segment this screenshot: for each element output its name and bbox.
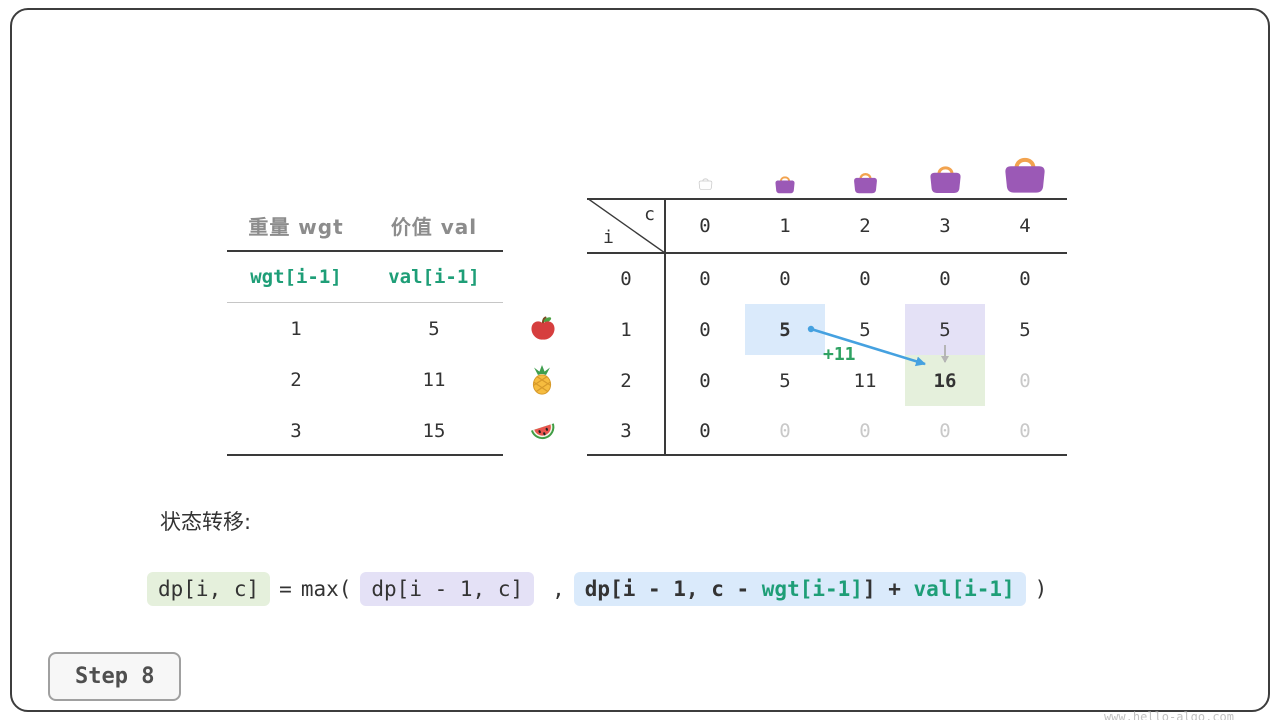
bag-capacity-1-icon	[774, 176, 796, 194]
items-formula-val: val[i-1]	[388, 266, 480, 288]
dp-cell: 0	[859, 420, 871, 442]
dp-cell: 0	[779, 420, 791, 442]
item-value: 15	[422, 419, 446, 442]
dp-cell-source: 5	[745, 304, 825, 355]
col-variable-label: c	[644, 204, 655, 225]
row-variable-label: i	[603, 227, 614, 248]
dp-top-rule	[587, 198, 1067, 200]
item-weight: 1	[290, 317, 302, 340]
take-val-term: val[i-1]	[913, 577, 1015, 601]
dp-cell: 0	[699, 420, 711, 442]
items-col-header-value: 价值 val	[390, 214, 478, 239]
dp-cell: 0	[859, 267, 871, 290]
item-value: 11	[422, 368, 446, 391]
dp-cell-keep: 5	[905, 304, 985, 355]
dp-cell-current: 16	[905, 355, 985, 406]
dp-col-header: 1	[779, 214, 791, 237]
dp-row-header: 2	[620, 369, 632, 392]
dp-cell: 0	[1019, 420, 1031, 442]
formula-option-take: dp[i - 1, c - wgt[i-1]] + val[i-1]	[573, 572, 1026, 606]
plus-value-annotation: +11	[823, 344, 856, 365]
formula-close-paren: )	[1034, 577, 1048, 601]
items-header-rule	[227, 250, 503, 252]
dp-corner-cell: c i	[587, 198, 665, 253]
formula-equals: =	[279, 577, 292, 601]
bag-capacity-0-icon	[697, 178, 713, 190]
items-formula-rule	[227, 302, 503, 303]
dp-cell: 5	[1019, 318, 1031, 341]
dp-cell: 0	[939, 267, 951, 290]
apple-icon	[529, 315, 557, 347]
bag-capacity-2-icon	[852, 173, 878, 194]
formula-option-keep: dp[i - 1, c]	[360, 572, 535, 606]
item-weight: 3	[290, 419, 302, 442]
formula-lhs: dp[i, c]	[147, 572, 271, 606]
bag-capacity-4-icon	[1003, 157, 1047, 194]
capacity-bags-row	[587, 128, 1067, 196]
items-table: 重量 wgt 价值 val wgt[i-1] val[i-1] 1 5 2 11…	[227, 199, 503, 457]
take-part-2: ] +	[862, 577, 914, 601]
dp-cell: 0	[939, 420, 951, 442]
dp-cell: 0	[699, 369, 711, 392]
bag-capacity-3-icon	[928, 166, 962, 194]
watermark: www.hello-algo.com	[1103, 710, 1234, 720]
dp-cell: 0	[1019, 369, 1031, 392]
pineapple-icon	[529, 365, 555, 399]
dp-cell: 0	[779, 267, 791, 290]
dp-vertical-rule	[664, 198, 666, 456]
dp-row-header: 1	[620, 318, 632, 341]
dp-cell: 0	[699, 318, 711, 341]
item-value: 5	[428, 317, 440, 340]
dp-cell: 0	[1019, 267, 1031, 290]
transition-section-label: 状态转移:	[160, 510, 252, 534]
dp-header-rule	[587, 252, 1067, 254]
dp-row-header: 0	[620, 267, 632, 290]
item-weight: 2	[290, 368, 302, 391]
dp-col-header: 2	[859, 214, 871, 237]
watermelon-icon	[529, 419, 557, 447]
step-badge: Step 8	[48, 652, 182, 701]
items-col-header-weight: 重量 wgt	[248, 214, 344, 239]
dp-col-header: 4	[1019, 214, 1031, 237]
transition-formula: dp[i, c] = max( dp[i - 1, c] , dp[i - 1,…	[147, 572, 1056, 606]
dp-row-header: 3	[620, 420, 632, 442]
formula-max-open: max(	[300, 577, 352, 601]
take-part-1: dp[i - 1, c -	[584, 577, 762, 601]
dp-cell: 0	[699, 267, 711, 290]
formula-comma: ,	[552, 577, 565, 601]
dp-col-header: 3	[939, 214, 951, 237]
dp-table: c i 0 1 2 3 4 0 0 0 0 0 0 1 0 5 5 5	[587, 198, 1067, 456]
dp-cell: 5	[779, 369, 791, 392]
figure-card: 重量 wgt 价值 val wgt[i-1] val[i-1] 1 5 2 11…	[10, 8, 1270, 720]
items-formula-wgt: wgt[i-1]	[250, 266, 342, 288]
dp-col-header: 0	[699, 214, 711, 237]
items-bottom-rule	[227, 454, 503, 456]
take-wgt-term: wgt[i-1]	[761, 577, 863, 601]
dp-cell: 11	[853, 369, 877, 392]
dp-bottom-rule	[587, 454, 1067, 456]
